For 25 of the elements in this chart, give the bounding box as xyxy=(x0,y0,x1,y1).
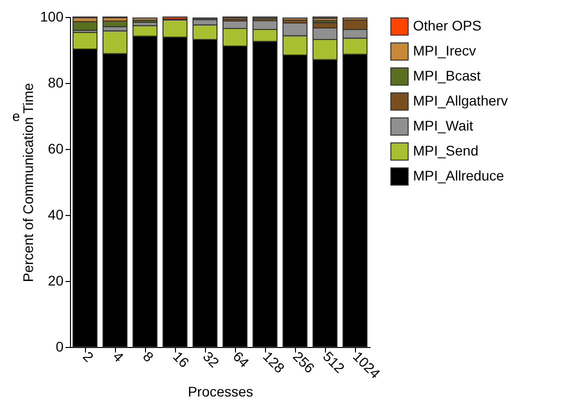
legend-label: Other OPS xyxy=(413,18,482,34)
x-tick-label: 128 xyxy=(260,348,288,376)
legend-label: MPI_Allreduce xyxy=(413,168,504,184)
x-tick-label: 16 xyxy=(170,348,193,371)
y-tick-label: 100 xyxy=(40,8,64,24)
x-axis-title: Processes xyxy=(188,383,254,400)
legend-label: MPI_Wait xyxy=(413,118,474,134)
y-tick-label: 0 xyxy=(56,338,64,354)
y-tick-label: 20 xyxy=(48,272,64,288)
x-tick-label: 2 xyxy=(80,348,98,366)
text: e xyxy=(12,108,20,124)
y-tick-label: 60 xyxy=(48,140,64,156)
x-tick-label: 512 xyxy=(320,348,348,376)
x-tick-label: 256 xyxy=(290,348,318,376)
y-tick-label: 40 xyxy=(48,206,64,222)
legend-label: MPI_Bcast xyxy=(413,68,481,84)
x-tick-label: 8 xyxy=(140,348,158,366)
x-tick-label: 32 xyxy=(200,348,223,371)
x-tick-label: 64 xyxy=(230,348,253,371)
y-axis-title: Percent of Communication Time xyxy=(20,82,36,282)
legend-label: MPI_Allgatherv xyxy=(413,92,508,108)
y-tick-label: 80 xyxy=(48,74,64,90)
legend-label: MPI_Send xyxy=(413,142,478,158)
legend-label: MPI_Irecv xyxy=(413,42,476,58)
x-tick-label: 4 xyxy=(110,348,128,366)
